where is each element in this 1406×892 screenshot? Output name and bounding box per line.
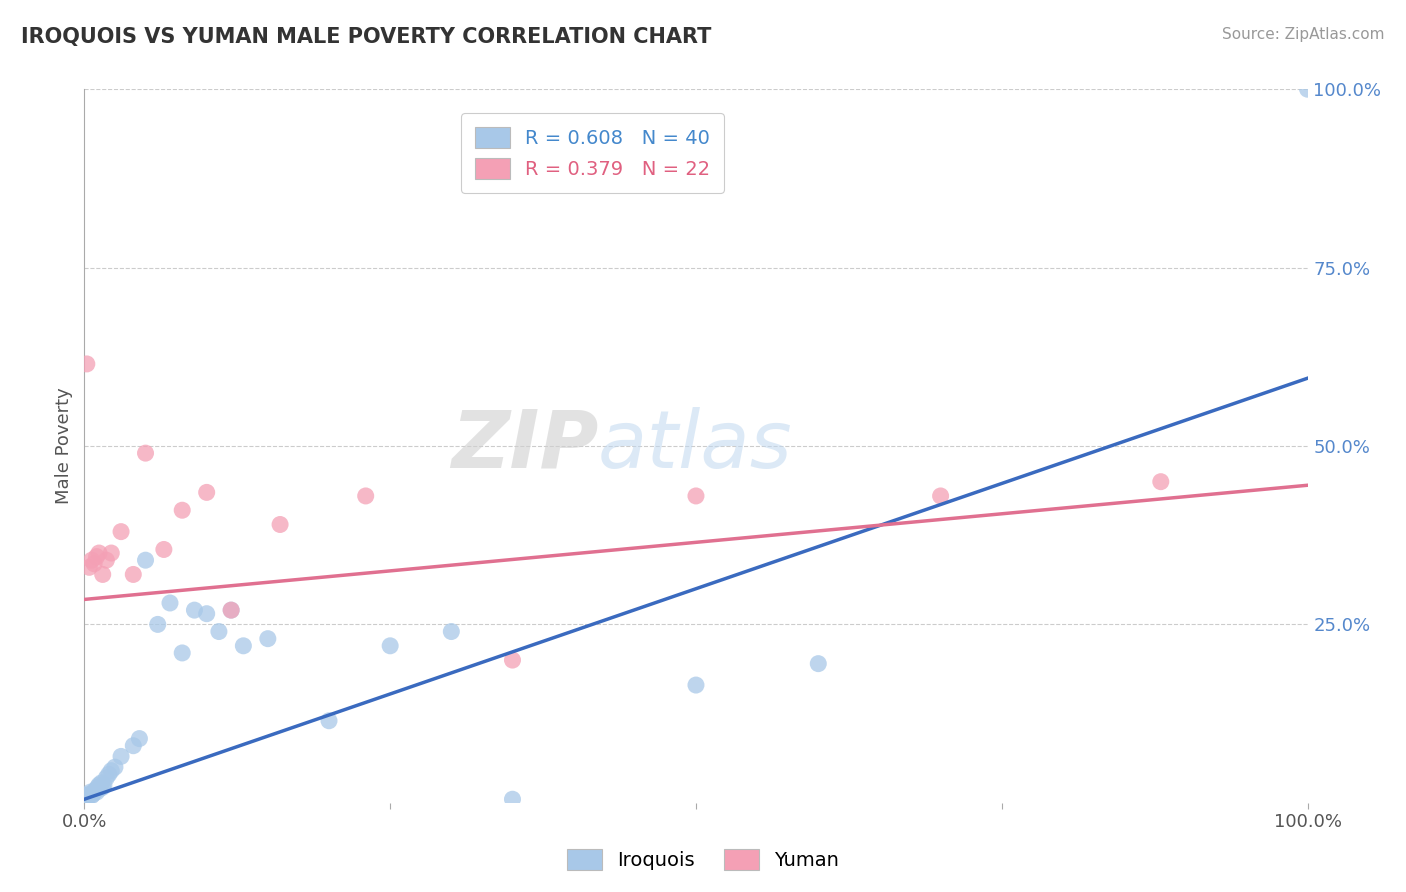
Text: ZIP: ZIP xyxy=(451,407,598,485)
Point xyxy=(128,731,150,746)
Point xyxy=(172,503,194,517)
Point xyxy=(90,776,112,790)
Legend: Iroquois, Yuman: Iroquois, Yuman xyxy=(558,841,848,878)
Point xyxy=(77,790,100,805)
Text: atlas: atlas xyxy=(598,407,793,485)
Point xyxy=(318,714,340,728)
Point xyxy=(219,603,242,617)
Point xyxy=(195,485,218,500)
Point xyxy=(146,617,169,632)
Point xyxy=(83,785,105,799)
Point xyxy=(84,783,107,797)
Point xyxy=(208,624,231,639)
Point xyxy=(104,760,127,774)
Point xyxy=(93,778,115,792)
Point xyxy=(219,603,242,617)
Point xyxy=(257,632,280,646)
Point xyxy=(1150,475,1173,489)
Point xyxy=(172,646,194,660)
Point xyxy=(502,653,524,667)
Point xyxy=(232,639,254,653)
Point xyxy=(269,517,291,532)
Point xyxy=(135,553,157,567)
Point xyxy=(86,785,108,799)
Point xyxy=(135,446,157,460)
Point xyxy=(100,764,122,778)
Text: IROQUOIS VS YUMAN MALE POVERTY CORRELATION CHART: IROQUOIS VS YUMAN MALE POVERTY CORRELATI… xyxy=(21,27,711,46)
Point xyxy=(86,549,108,564)
Point xyxy=(1296,82,1319,96)
Text: Source: ZipAtlas.com: Source: ZipAtlas.com xyxy=(1222,27,1385,42)
Point xyxy=(110,749,132,764)
Point xyxy=(91,567,114,582)
Point xyxy=(183,603,205,617)
Point xyxy=(89,781,111,796)
Point xyxy=(83,557,105,571)
Point xyxy=(82,787,104,801)
Point xyxy=(79,785,101,799)
Point xyxy=(87,778,110,792)
Point xyxy=(76,357,98,371)
Point xyxy=(685,489,707,503)
Point xyxy=(122,567,145,582)
Point xyxy=(110,524,132,539)
Point xyxy=(807,657,830,671)
Point xyxy=(100,546,122,560)
Y-axis label: Male Poverty: Male Poverty xyxy=(55,388,73,504)
Point xyxy=(80,789,103,803)
Legend: R = 0.608   N = 40, R = 0.379   N = 22: R = 0.608 N = 40, R = 0.379 N = 22 xyxy=(461,113,724,193)
Point xyxy=(380,639,402,653)
Point xyxy=(77,560,100,574)
Point xyxy=(80,553,103,567)
Point xyxy=(159,596,181,610)
Point xyxy=(685,678,707,692)
Point xyxy=(153,542,176,557)
Point xyxy=(929,489,952,503)
Point xyxy=(77,787,100,801)
Point xyxy=(75,789,97,803)
Point xyxy=(76,792,98,806)
Point xyxy=(87,546,110,560)
Point xyxy=(440,624,463,639)
Point xyxy=(96,553,118,567)
Point xyxy=(195,607,218,621)
Point xyxy=(97,767,120,781)
Point xyxy=(87,780,110,794)
Point xyxy=(122,739,145,753)
Point xyxy=(502,792,524,806)
Point xyxy=(96,771,118,785)
Point xyxy=(354,489,377,503)
Point xyxy=(91,780,114,794)
